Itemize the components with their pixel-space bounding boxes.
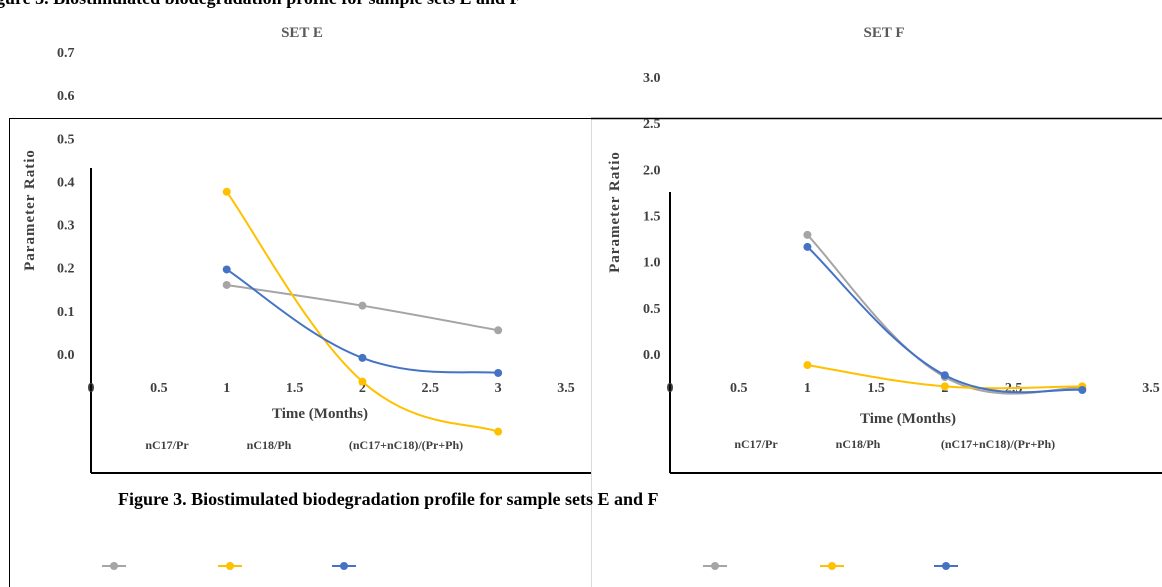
- y-tick-label-set-f: 1.5: [643, 210, 661, 225]
- x-tick-label-set-e: 0: [88, 381, 95, 396]
- y-tick-label-set-e: 0.1: [57, 305, 75, 320]
- y-tick-label-set-e: 0.7: [57, 46, 75, 61]
- figure-header-fragment: gure 3. Biostimulated biodegradation pro…: [0, 0, 521, 8]
- legend-marker-dot-nc18-ph-set-f: [828, 562, 836, 570]
- x-tick-label-set-e: 2: [359, 381, 366, 396]
- chart-frame-set-e: [9, 118, 592, 587]
- y-tick-label-set-f: 2.0: [643, 163, 661, 178]
- y-axis-title-set-f: Parameter Ratio: [607, 151, 623, 273]
- legend-marker-dot-nc17-nc18-pr-ph-set-e: [340, 562, 348, 570]
- legend-label-nc17-pr-set-e: nC17/Pr: [145, 438, 189, 452]
- legend-label-combined-set-f: (nC17+nC18)/(Pr+Ph): [941, 437, 1055, 451]
- data-point-nc17-nc18-pr-ph-set-e: [358, 353, 367, 362]
- series-line-nc18-ph-set-e: [225, 191, 499, 433]
- chart-frame-set-f: [591, 118, 1162, 587]
- x-axis-title-set-f: Time (Months): [860, 411, 956, 427]
- x-tick-label-set-e: 2.5: [422, 381, 440, 396]
- series-line-nc17-pr-set-f: [806, 234, 1083, 395]
- data-point-nc17-nc18-pr-ph-set-f: [1078, 386, 1087, 395]
- chart-title-set-f: SET F: [864, 25, 905, 41]
- figure-caption: Figure 3. Biostimulated biodegradation p…: [118, 489, 659, 509]
- data-point-nc17-pr-set-e: [494, 326, 503, 335]
- legend-marker-dot-nc17-pr-set-f: [711, 562, 719, 570]
- x-tick-label-set-e: 1.5: [286, 381, 304, 396]
- legend-marker-dot-nc17-nc18-pr-ph-set-f: [942, 562, 950, 570]
- x-tick-label-set-e: 0.5: [150, 381, 168, 396]
- series-line-nc17-nc18-pr-ph-set-f: [806, 246, 1083, 394]
- legend-marker-dot-nc17-pr-set-e: [110, 562, 118, 570]
- data-point-nc17-nc18-pr-ph-set-e: [222, 265, 231, 274]
- data-point-nc18-ph-set-e: [494, 427, 503, 436]
- y-tick-label-set-f: 0.5: [643, 302, 661, 317]
- data-point-nc17-nc18-pr-ph-set-f: [803, 242, 812, 251]
- x-tick-label-set-f: 3.5: [1142, 381, 1160, 396]
- legend-label-combined-set-e: (nC17+nC18)/(Pr+Ph): [349, 438, 463, 452]
- y-tick-label-set-f: 0.0: [643, 348, 661, 363]
- x-tick-label-set-f: 1.5: [867, 381, 885, 396]
- data-point-nc17-pr-set-e: [222, 280, 231, 289]
- y-tick-label-set-e: 0.6: [57, 89, 75, 104]
- data-point-nc18-ph-set-e: [358, 377, 367, 386]
- y-tick-label-set-e: 0.2: [57, 262, 75, 277]
- x-tick-label-set-e: 1: [223, 381, 230, 396]
- legend-label-nc18-ph-set-e: nC18/Ph: [247, 438, 292, 452]
- y-tick-label-set-e: 0.5: [57, 132, 75, 147]
- y-axis-title-set-e: Parameter Ratio: [22, 149, 38, 271]
- x-tick-label-set-f: 0: [667, 381, 674, 396]
- data-point-nc18-ph-set-e: [222, 187, 231, 196]
- x-axis-title-set-e: Time (Months): [272, 406, 368, 422]
- chart-title-set-e: SET E: [281, 25, 323, 41]
- x-tick-label-set-e: 3.5: [557, 381, 575, 396]
- y-tick-label-set-e: 0.0: [57, 348, 75, 363]
- y-tick-label-set-f: 1.0: [643, 256, 661, 271]
- legend-markers: [102, 562, 958, 570]
- data-point-nc17-nc18-pr-ph-set-e: [494, 368, 503, 377]
- legend-label-nc18-ph-set-f: nC18/Ph: [836, 437, 881, 451]
- data-point-nc18-ph-set-f: [803, 361, 812, 370]
- y-tick-label-set-f: 3.0: [643, 71, 661, 86]
- data-point-nc18-ph-set-f: [940, 382, 949, 391]
- x-tick-label-set-e: 3: [495, 381, 502, 396]
- y-tick-label-set-e: 0.3: [57, 219, 75, 234]
- legend-label-nc17-pr-set-f: nC17/Pr: [734, 437, 778, 451]
- y-tick-label-set-e: 0.4: [57, 175, 75, 190]
- data-point-nc17-pr-set-f: [803, 230, 812, 239]
- y-tick-label-set-f: 2.5: [643, 117, 661, 132]
- data-point-nc17-pr-set-e: [358, 301, 367, 310]
- x-tick-label-set-f: 1: [804, 381, 811, 396]
- plot-layer: 0.0 0.1 0.2 0.3 0.4 0.5 0.6 0.7 0 0.5 1 1.5 2 2.5 3 3.5…: [57, 46, 1162, 474]
- data-point-nc17-nc18-pr-ph-set-f: [940, 371, 949, 380]
- legend-marker-dot-nc18-ph-set-e: [226, 562, 234, 570]
- x-tick-label-set-f: 0.5: [730, 381, 748, 396]
